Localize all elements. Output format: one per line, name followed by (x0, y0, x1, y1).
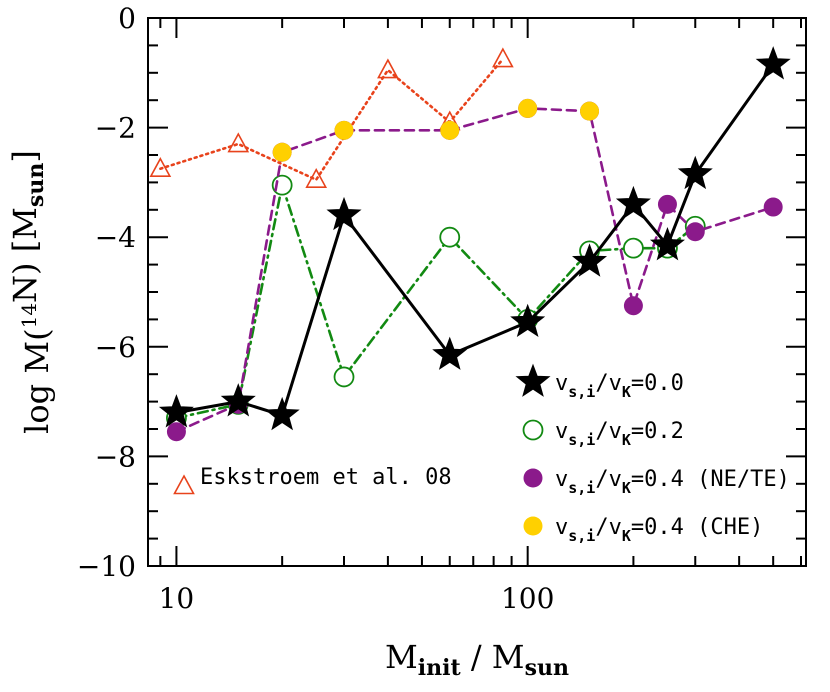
data-point (572, 243, 608, 277)
legend-label: vs,i/vK=0.0 (555, 371, 684, 401)
series-line (159, 57, 505, 181)
data-point (763, 197, 783, 217)
y-tick-label: −4 (95, 221, 136, 254)
data-point (657, 194, 677, 214)
data-point (158, 394, 194, 428)
data-point (220, 383, 256, 417)
data-point (649, 226, 685, 261)
data-point (677, 155, 713, 190)
legend-item: vs,i/vK=0.2 (522, 419, 684, 449)
legend-marker (523, 468, 543, 488)
x-axis-label: Minit / Msun (385, 638, 569, 681)
data-point (623, 237, 644, 259)
data-point (755, 46, 791, 80)
series-layer (149, 46, 791, 442)
y-tick-label: −2 (95, 112, 136, 145)
data-point (227, 132, 250, 153)
data-point (623, 296, 643, 316)
y-tick-label: −10 (77, 550, 136, 583)
y-axis-label: log M(14N) [Msun] (6, 150, 56, 434)
series-line (175, 183, 697, 420)
data-point (615, 185, 651, 220)
data-point (492, 47, 514, 68)
data-point (272, 142, 292, 162)
legend-label: vs,i/vK=0.4 (CHE) (555, 515, 763, 545)
series-0 (158, 46, 791, 431)
data-point (166, 422, 186, 442)
data-point (334, 120, 354, 140)
series-4 (149, 47, 514, 188)
data-point (333, 366, 355, 388)
data-point (510, 303, 546, 338)
data-point (439, 226, 461, 248)
legend: vs,i/vK=0.0 vs,i/vK=0.2 vs,i/vK=0.4 (NE/TE… (173, 363, 790, 545)
x-tick-label: 100 (501, 582, 554, 615)
data-point (149, 157, 172, 177)
y-tick-label: −6 (95, 331, 136, 364)
legend-marker (522, 419, 544, 441)
series-3 (272, 98, 600, 162)
annotation-marker (173, 474, 195, 495)
legend-label: vs,i/vK=0.4 (NE/TE) (555, 467, 790, 497)
data-point (377, 58, 399, 79)
data-point (264, 396, 300, 431)
series-2 (166, 98, 783, 442)
data-point (440, 120, 460, 140)
data-point (518, 98, 538, 118)
legend-item: vs,i/vK=0.4 (NE/TE) (523, 467, 790, 497)
annotation-item: Eskstroem et al. 08 (173, 465, 452, 495)
data-point (305, 167, 328, 188)
data-point (580, 101, 600, 121)
x-tick-label: 10 (159, 582, 195, 615)
legend-marker (523, 516, 543, 536)
legend-item: vs,i/vK=0.4 (CHE) (523, 515, 763, 545)
legend-marker (515, 363, 551, 397)
labels-layer: 0 −2 −4 −6 −8 −10 10 100 Minit / Msun log M(14N) … (6, 2, 569, 681)
legend-item: vs,i/vK=0.0 (515, 363, 684, 401)
axes-layer (147, 17, 807, 567)
y-tick-label: −8 (95, 440, 136, 473)
data-point (432, 336, 468, 370)
y-tick-label: 0 (118, 2, 136, 35)
legend-label: vs,i/vK=0.2 (555, 419, 684, 449)
data-point (326, 196, 362, 231)
data-point (685, 222, 705, 242)
annotation-label: Eskstroem et al. 08 (200, 465, 452, 490)
